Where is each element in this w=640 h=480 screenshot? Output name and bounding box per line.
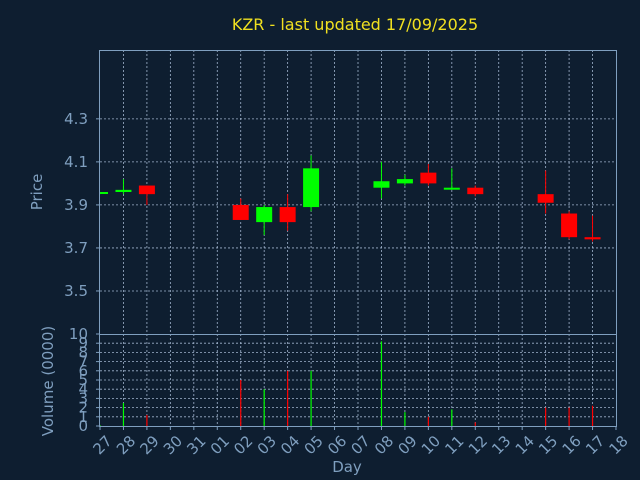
volume-tick-label: 2	[78, 399, 88, 417]
volume-tick-label: 7	[78, 353, 88, 371]
day-tick-label: 29	[136, 432, 162, 458]
day-tick-label: 16	[559, 432, 585, 458]
day-tick-label: 30	[160, 432, 186, 458]
day-tick-label: 10	[418, 432, 444, 458]
volume-tick-label: 4	[78, 380, 88, 398]
candle-body	[420, 172, 437, 184]
day-tick-label: 09	[394, 432, 420, 458]
candle-body	[467, 187, 484, 195]
candlestick-series	[99, 155, 601, 242]
price-tick-label: 3.5	[64, 282, 88, 300]
price-axis-label: Price	[28, 174, 46, 211]
volume-tick-label: 10	[69, 325, 88, 343]
chart-title: KZR - last updated 17/09/2025	[232, 15, 478, 34]
candle-body	[373, 181, 390, 188]
candle-body	[561, 213, 578, 238]
price-tick-label: 3.9	[64, 196, 88, 214]
day-tick-label: 12	[465, 432, 491, 458]
day-tick-label: 28	[113, 432, 139, 458]
day-tick-labels: 2728293031010203040506070809101112131415…	[90, 426, 632, 458]
volume-tick-label: 0	[78, 417, 88, 435]
candle-body	[537, 194, 554, 203]
volume-tick-label: 6	[78, 362, 88, 380]
candle-body	[100, 192, 108, 194]
volume-tick-label: 3	[78, 389, 88, 407]
price-tick-label: 4.1	[64, 153, 88, 171]
candle-body	[115, 189, 132, 192]
day-tick-label: 03	[254, 432, 280, 458]
candle-body	[256, 207, 273, 223]
volume-grid	[100, 334, 616, 426]
candle-body	[138, 185, 155, 195]
volume-series	[99, 341, 594, 426]
day-tick-label: 15	[535, 432, 561, 458]
candle-body	[584, 237, 601, 240]
day-tick-label: 05	[301, 432, 327, 458]
candle-body	[443, 187, 460, 190]
day-tick-label: 08	[371, 432, 397, 458]
day-tick-label: 04	[277, 432, 303, 458]
volume-axis-label: Volume (0000)	[39, 326, 57, 436]
volume-tick-label: 8	[78, 343, 88, 361]
price-tick-labels: 3.5 3.7 3.9 4.1 4.3	[64, 110, 100, 300]
volume-tick-label: 5	[78, 371, 88, 389]
price-grid	[100, 50, 616, 334]
volume-panel-frame	[99, 334, 617, 427]
candle-body	[279, 207, 296, 223]
volume-tick-label: 1	[78, 408, 88, 426]
day-tick-label: 27	[90, 432, 116, 458]
candle-body	[396, 179, 413, 184]
day-tick-label: 14	[512, 432, 538, 458]
day-tick-label: 01	[207, 432, 233, 458]
day-tick-label: 11	[441, 432, 467, 458]
day-tick-label: 06	[324, 432, 350, 458]
day-axis-label: Day	[332, 458, 362, 476]
day-tick-label: 31	[183, 432, 209, 458]
day-tick-label: 18	[606, 432, 632, 458]
day-tick-label: 02	[230, 432, 256, 458]
candle-body	[303, 168, 320, 208]
day-tick-label: 13	[488, 432, 514, 458]
price-tick-label: 4.3	[64, 110, 88, 128]
day-tick-label: 07	[348, 432, 374, 458]
day-tick-label: 17	[582, 432, 608, 458]
volume-tick-label: 9	[78, 334, 88, 352]
price-tick-label: 3.7	[64, 239, 88, 257]
candle-body	[232, 204, 249, 220]
